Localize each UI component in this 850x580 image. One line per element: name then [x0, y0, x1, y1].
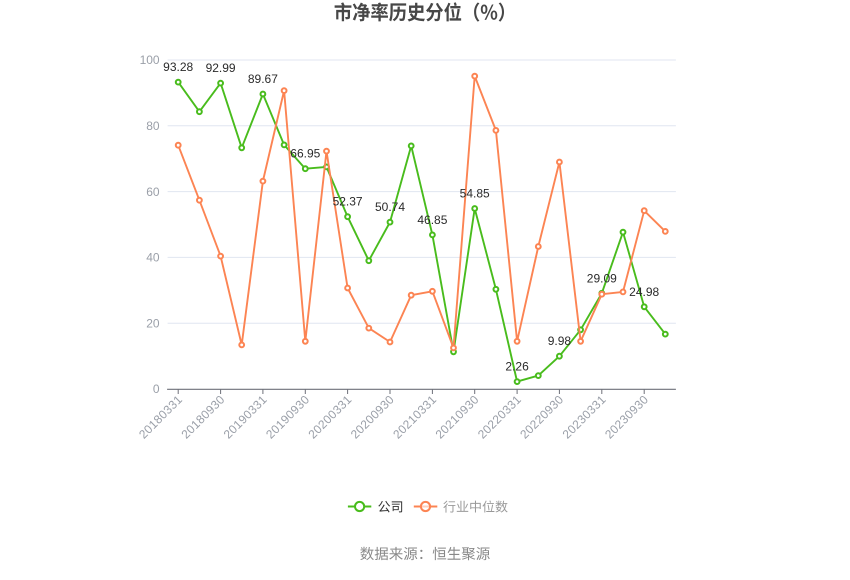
svg-text:24.98: 24.98 — [629, 285, 659, 299]
svg-text:93.28: 93.28 — [163, 60, 193, 74]
svg-text:54.85: 54.85 — [460, 187, 490, 201]
svg-text:92.99: 92.99 — [206, 61, 236, 75]
svg-text:0: 0 — [153, 382, 160, 396]
svg-text:9.98: 9.98 — [548, 334, 572, 348]
svg-text:50.74: 50.74 — [375, 200, 405, 214]
svg-text:52.37: 52.37 — [333, 195, 363, 209]
svg-text:60: 60 — [146, 185, 160, 199]
svg-text:40: 40 — [146, 251, 160, 265]
svg-text:29.09: 29.09 — [587, 271, 617, 285]
svg-text:20: 20 — [146, 316, 160, 330]
svg-text:100: 100 — [140, 53, 160, 67]
svg-text:89.67: 89.67 — [248, 72, 278, 86]
svg-text:80: 80 — [146, 119, 160, 133]
svg-text:46.85: 46.85 — [417, 213, 447, 227]
svg-text:2.26: 2.26 — [505, 360, 529, 374]
svg-text:66.95: 66.95 — [290, 147, 320, 161]
